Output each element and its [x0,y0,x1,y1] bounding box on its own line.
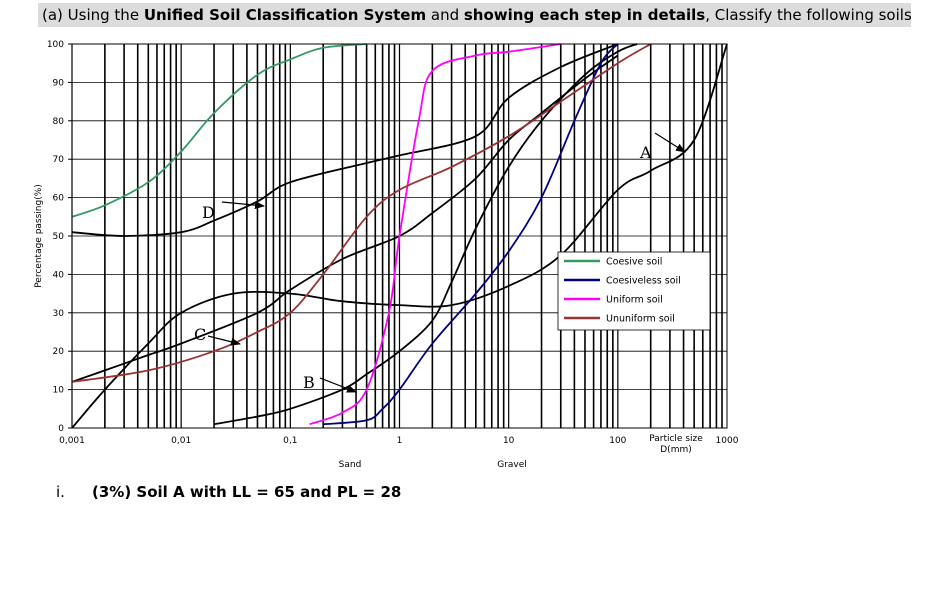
chart-ticks: 0,001 0,01 0,1 1 10 100 1000 0 10 20 30 40 50 60 70 80 9… [47,40,739,446]
y-tick-label: 40 [53,270,65,280]
x-axis-label-line1: Particle size [649,434,703,444]
series-line-2 [309,43,561,426]
curve-label-a: A [639,143,652,162]
x-tick-label: 0,01 [171,436,191,446]
curve-label-d: D [202,203,215,222]
curve-arrow-d [221,201,265,210]
y-tick-label: 70 [53,155,65,165]
x-tick-label: 0,001 [59,436,85,446]
y-tick-label: 60 [53,194,65,204]
plot-frame [71,43,728,429]
y-tick-label: 0 [58,424,64,434]
curve-arrow-a [654,132,686,153]
y-tick-label: 100 [47,40,64,50]
region-label-gravel: Gravel [497,460,527,470]
y-tick-label: 80 [53,117,65,127]
y-tick-label: 50 [53,232,65,242]
y-axis-label: Percentage passing(%) [34,184,44,288]
y-tick-label: 90 [53,78,65,88]
series-line-0 [71,43,367,218]
curve-c [71,43,619,237]
curve-label-c: C [194,325,206,344]
y-tick-label: 20 [53,347,65,357]
curve-arrow-c [207,335,241,346]
chart-curves [71,43,728,429]
legend-label: Uniform soil [606,295,663,306]
curve-d [71,54,619,383]
curve-b [213,43,638,426]
series-line-3 [71,43,652,383]
curve-label-b: B [303,373,315,392]
x-axis-label-line2: D(mm) [660,445,692,455]
question-text-5: , Classify the following soils: [705,6,911,24]
y-tick-label: 10 [53,386,65,396]
legend-label: Coesive soil [606,257,662,268]
curve-a [71,43,728,429]
question-header: (a) Using the Unified Soil Classificatio… [38,3,911,27]
question-prefix: (a) [42,6,68,24]
x-tick-label: 0,1 [283,436,297,446]
curve-arrow-b [319,377,357,393]
chart-legend: Coesive soil Coesiveless soil Uniform soil… [557,251,711,331]
curve-annotations: A B C D [194,132,686,393]
region-label-sand: Sand [339,460,362,470]
x-tick-label: 100 [609,436,626,446]
x-tick-label: 10 [503,436,515,446]
series-line-1 [323,43,619,426]
part-text: (3%) Soil A with LL = 65 and PL = 28 [92,483,402,501]
part-number: i. [56,483,65,501]
question-text-4: showing each step in details [463,6,706,24]
x-tick-label: 1 [397,436,403,446]
legend-label: Coesiveless soil [606,276,681,287]
question-text-1: Using the [67,6,144,24]
y-tick-label: 30 [53,309,65,319]
grain-size-chart: 0,001 0,01 0,1 1 10 100 1000 0 10 20 30 40 50 60 70 80 9… [34,40,739,470]
question-text-2: Unified Soil Classification System [143,6,427,24]
question-text-3: and [426,6,464,24]
x-tick-label: 1000 [716,436,739,446]
legend-label: Ununiform soil [606,314,675,325]
